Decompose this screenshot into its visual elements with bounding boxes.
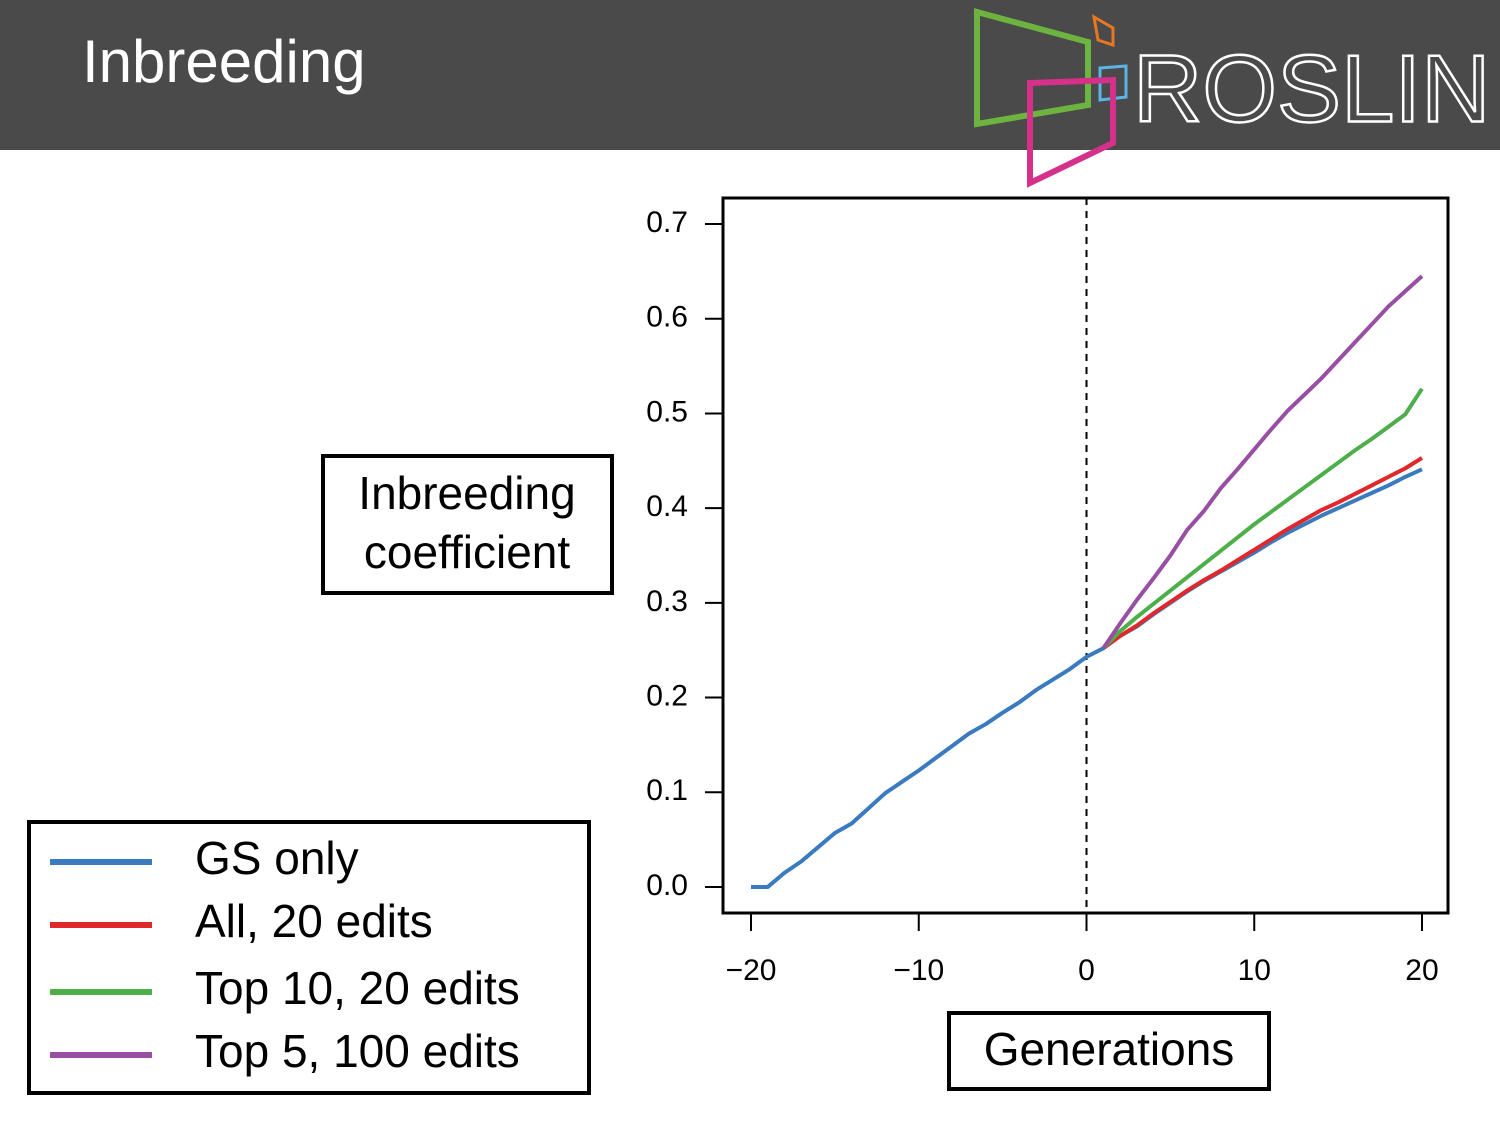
y-tick-label: 0.4 bbox=[646, 490, 688, 523]
legend-label: Top 5, 100 edits bbox=[195, 1025, 520, 1077]
series-line bbox=[751, 467, 1423, 889]
logo-shape bbox=[1027, 76, 1116, 188]
logo-shape bbox=[1098, 64, 1128, 102]
y-tick-label: 0.5 bbox=[646, 395, 688, 428]
series-line bbox=[1101, 387, 1424, 650]
x-tick-label: 10 bbox=[1238, 954, 1271, 987]
x-tick-label: 20 bbox=[1405, 954, 1438, 987]
logo-text: ROSLIN bbox=[1133, 35, 1490, 142]
series-line bbox=[1102, 456, 1424, 650]
legend-label: All, 20 edits bbox=[195, 895, 433, 947]
x-tick-label: −20 bbox=[726, 954, 777, 987]
plot-frame bbox=[721, 196, 1450, 915]
y-tick-label: 0.1 bbox=[646, 774, 688, 807]
y-tick-label: 0.2 bbox=[646, 679, 688, 712]
legend-label: GS only bbox=[195, 832, 359, 884]
logo-shape bbox=[1091, 14, 1115, 48]
logo-shape bbox=[974, 8, 1091, 128]
header-bar bbox=[0, 0, 1500, 150]
y-tick-label: 0.3 bbox=[646, 585, 688, 618]
x-label-box bbox=[947, 1011, 1271, 1091]
x-axis-label: Generations bbox=[984, 1023, 1235, 1075]
y-axis-label: coefficient bbox=[364, 526, 571, 578]
series-line bbox=[1101, 274, 1424, 650]
slide-title: Inbreeding bbox=[82, 28, 366, 95]
y-axis-label: Inbreeding bbox=[358, 467, 575, 519]
legend-label: Top 10, 20 edits bbox=[195, 962, 520, 1014]
x-tick-label: −10 bbox=[893, 954, 944, 987]
y-tick-label: 0.7 bbox=[646, 206, 688, 239]
x-tick-label: 0 bbox=[1078, 954, 1095, 987]
y-tick-label: 0.0 bbox=[646, 869, 688, 902]
legend-box bbox=[27, 820, 591, 1095]
y-label-box bbox=[321, 454, 614, 595]
y-tick-label: 0.6 bbox=[646, 301, 688, 334]
